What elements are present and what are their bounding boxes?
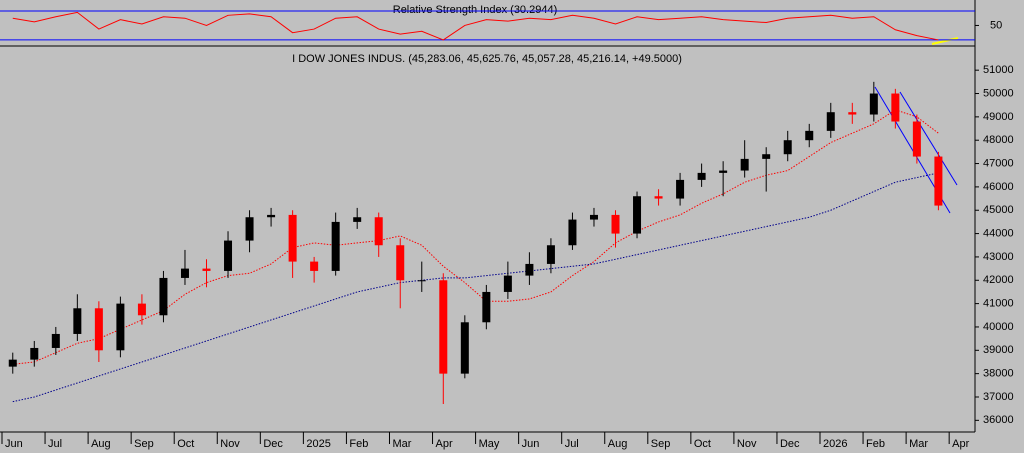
candle-body [740, 158, 749, 171]
candle-body [137, 303, 146, 316]
x-tick-label: Apr [952, 438, 969, 450]
x-tick-label: Aug [608, 438, 628, 450]
candle-body [568, 219, 577, 246]
x-tick-label: Mar [392, 438, 411, 450]
y-tick-label: 37000 [983, 391, 1014, 403]
candle-body [439, 280, 448, 374]
x-tick-label: 2025 [306, 438, 330, 450]
candle-body [676, 179, 685, 199]
candle-body [374, 217, 383, 246]
y-tick-label: 38000 [983, 368, 1014, 380]
candle-body [116, 303, 125, 351]
x-tick-label: Jun [5, 438, 23, 450]
candle-body [503, 275, 512, 292]
y-tick-label: 49000 [983, 111, 1014, 123]
rsi-title: Relative Strength Index (30.2944) [393, 4, 558, 16]
candle-body [30, 347, 39, 360]
x-tick-label: 2026 [823, 438, 847, 450]
candle-body [697, 172, 706, 180]
y-tick-label: 45000 [983, 204, 1014, 216]
rsi-trendline [931, 37, 959, 45]
channel-upper [899, 91, 958, 186]
x-tick-label: Dec [780, 438, 800, 450]
y-tick-label: 50 [990, 19, 1002, 31]
y-tick-label: 41000 [983, 298, 1014, 310]
y-tick-label: 44000 [983, 227, 1014, 239]
y-tick-label: 47000 [983, 157, 1014, 169]
x-tick-label: Sep [134, 438, 154, 450]
candle-body [891, 93, 900, 122]
y-tick-label: 42000 [983, 274, 1014, 286]
x-tick-label: Oct [694, 438, 711, 450]
x-tick-label: Jul [565, 438, 579, 450]
candle-body [826, 112, 835, 131]
candle-body [719, 170, 728, 173]
candle-body [525, 263, 534, 276]
y-tick-label: 48000 [983, 134, 1014, 146]
y-tick-label: 50000 [983, 87, 1014, 99]
candle-body [482, 291, 491, 323]
x-tick-label: Mar [909, 438, 928, 450]
candle-body [934, 156, 943, 206]
candle-body [848, 112, 857, 115]
candle-body [245, 217, 254, 241]
candle-body [546, 245, 555, 264]
x-tick-label: Nov [220, 438, 240, 450]
candle-body [310, 261, 319, 271]
candle-body [417, 280, 426, 282]
candle-body [912, 121, 921, 157]
candle-body [869, 93, 878, 115]
candle-body [331, 221, 340, 271]
x-tick-label: Oct [177, 438, 194, 450]
x-tick-label: Nov [737, 438, 757, 450]
x-tick-label: May [479, 438, 500, 450]
x-tick-label: Aug [91, 438, 111, 450]
candle-body [159, 277, 168, 316]
candle-body [180, 268, 189, 278]
x-tick-label: Dec [263, 438, 283, 450]
candle-body [8, 359, 17, 367]
rsi-line [12, 11, 939, 41]
x-tick-label: Feb [866, 438, 885, 450]
y-tick-label: 51000 [983, 64, 1014, 76]
y-tick-label: 46000 [983, 181, 1014, 193]
moving-average [12, 172, 939, 403]
candle-body [654, 196, 663, 199]
candle-body [224, 240, 233, 271]
y-tick-label: 40000 [983, 321, 1014, 333]
candle-body [589, 214, 598, 220]
price-title: I DOW JONES INDUS. (45,283.06, 45,625.76… [292, 53, 682, 65]
candle-body [460, 322, 469, 374]
x-tick-label: Sep [651, 438, 671, 450]
candle-body [94, 308, 103, 351]
candle-body [288, 214, 297, 262]
candle-body [396, 245, 405, 281]
x-tick-label: Apr [436, 438, 453, 450]
candle-body [73, 308, 82, 334]
x-tick-label: Jun [522, 438, 540, 450]
candle-body [805, 130, 814, 141]
candle-body [51, 333, 60, 348]
candle-body [353, 217, 362, 222]
candle-body [633, 196, 642, 234]
y-tick-label: 36000 [983, 414, 1014, 426]
x-tick-label: Feb [349, 438, 368, 450]
y-tick-label: 39000 [983, 344, 1014, 356]
candle-body [762, 154, 771, 159]
x-tick-label: Jul [48, 438, 62, 450]
candle-body [783, 140, 792, 155]
candle-body [611, 214, 620, 234]
candle-body [202, 268, 211, 271]
y-tick-label: 43000 [983, 251, 1014, 263]
candle-body [267, 214, 276, 218]
